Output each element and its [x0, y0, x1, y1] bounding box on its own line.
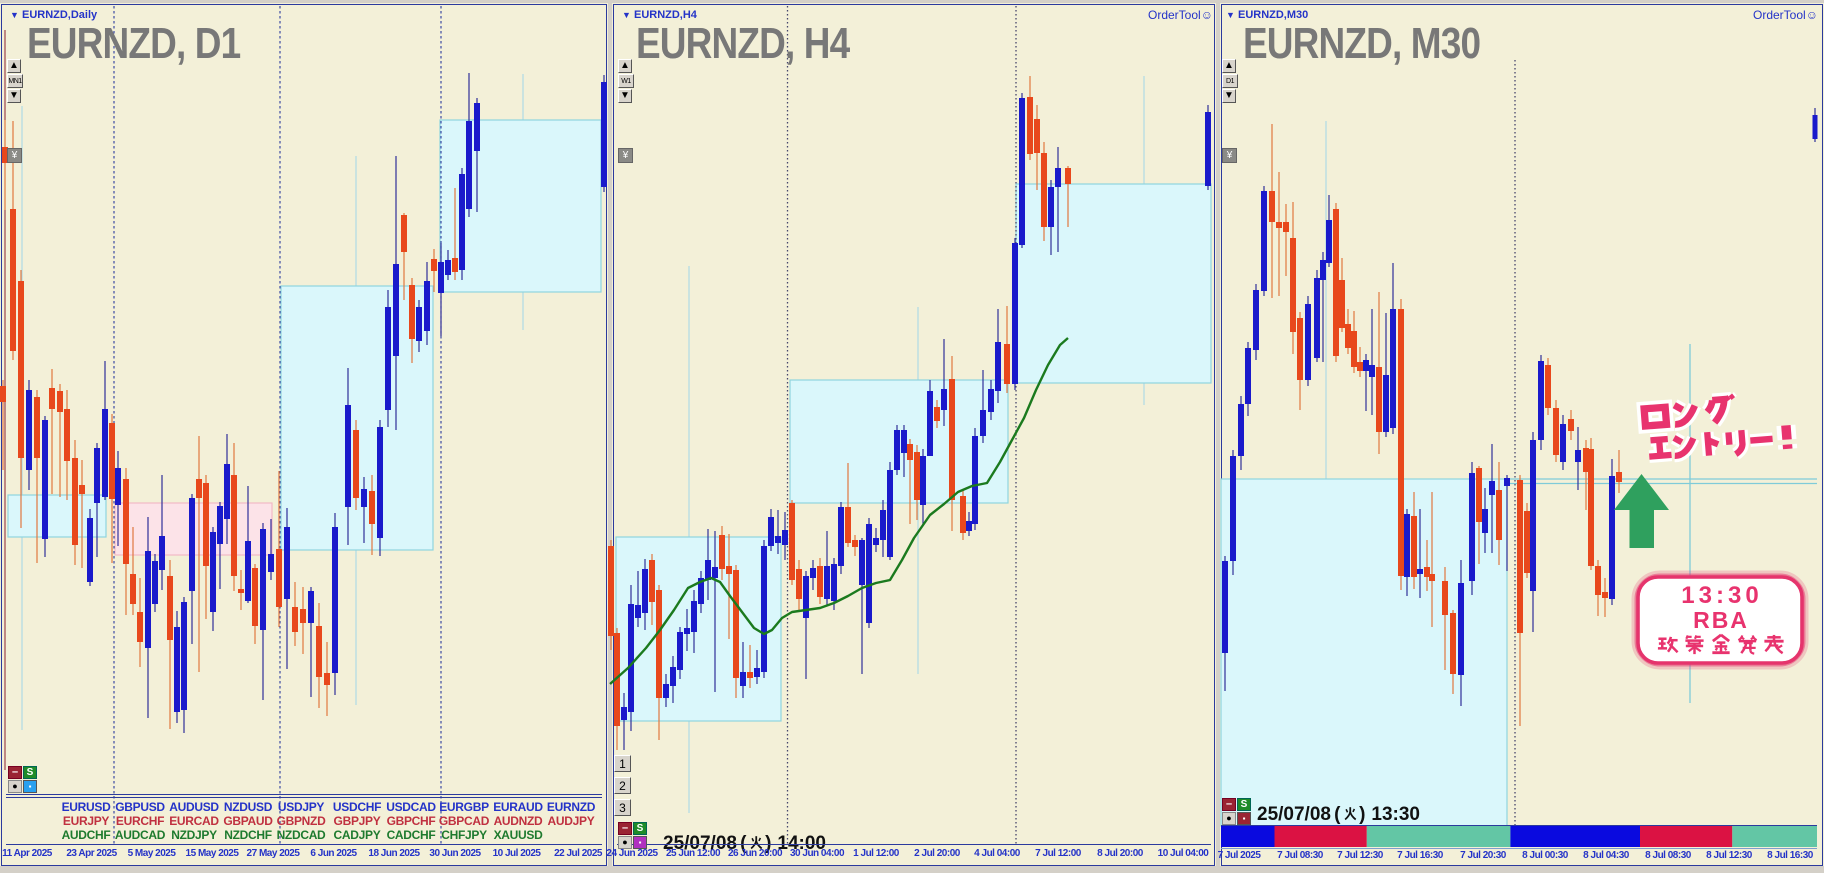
svg-text:): )	[1359, 804, 1365, 825]
svg-text:13:30: 13:30	[1681, 582, 1762, 609]
svg-text:RBA: RBA	[1693, 607, 1749, 633]
svg-text:14:00: 14:00	[777, 833, 826, 854]
svg-text:(: (	[740, 833, 747, 854]
svg-text:25/07/08: 25/07/08	[1257, 804, 1331, 825]
svg-text:13:30: 13:30	[1371, 804, 1420, 825]
svg-text:): )	[765, 833, 771, 854]
svg-text:(: (	[1334, 804, 1341, 825]
svg-text:25/07/08: 25/07/08	[663, 833, 737, 854]
